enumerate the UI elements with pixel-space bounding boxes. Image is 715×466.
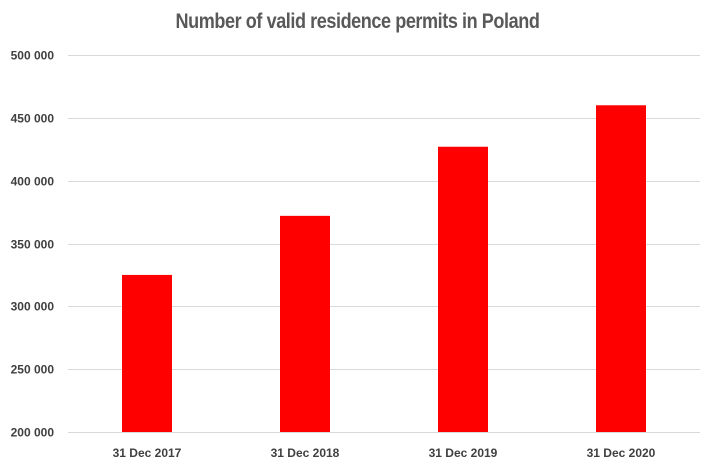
bar — [438, 146, 488, 432]
x-category-label: 31 Dec 2019 — [429, 446, 498, 460]
y-tick-label: 400 000 — [11, 175, 55, 189]
bar — [280, 215, 330, 432]
y-tick-label: 250 000 — [11, 363, 55, 377]
y-tick-label: 350 000 — [11, 238, 55, 252]
x-category-label: 31 Dec 2020 — [587, 446, 656, 460]
y-tick-label: 200 000 — [11, 426, 55, 440]
x-category-label: 31 Dec 2018 — [271, 446, 340, 460]
gridlines — [68, 55, 700, 433]
bars — [122, 105, 646, 433]
y-tick-label: 300 000 — [11, 300, 55, 314]
y-tick-label: 500 000 — [11, 49, 55, 63]
y-axis-tick-labels: 200 000 250 000 300 000 350 000 400 000 450 0… — [11, 49, 55, 440]
bar — [122, 274, 172, 432]
bar — [596, 105, 646, 433]
x-axis-category-labels: 31 Dec 2017 31 Dec 2018 31 Dec 2019 31 Dec … — [113, 446, 656, 460]
y-tick-label: 450 000 — [11, 112, 55, 126]
x-category-label: 31 Dec 2017 — [113, 446, 182, 460]
chart-title: Number of valid residence permits in Pol… — [175, 10, 540, 33]
